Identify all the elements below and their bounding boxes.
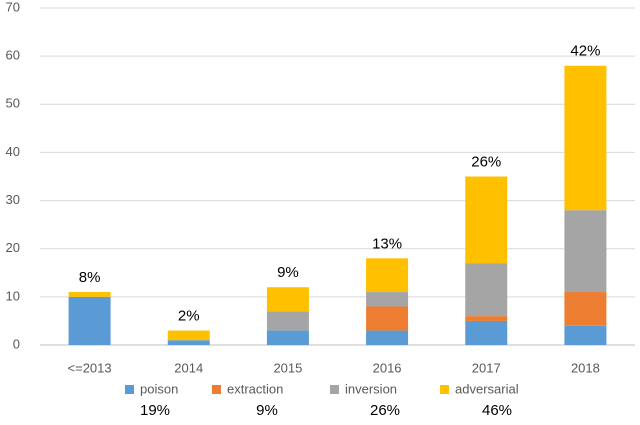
bar-segment — [266, 287, 309, 312]
total-label: 26% — [471, 153, 501, 170]
x-tick-label: <=2013 — [68, 360, 112, 375]
bar-segment — [266, 311, 309, 331]
bar-segment — [68, 292, 111, 297]
y-tick-label: 50 — [6, 96, 20, 111]
bar-segment — [564, 65, 607, 211]
bar-segment — [366, 306, 409, 331]
bar-segment — [266, 330, 309, 345]
bar-segment — [366, 292, 409, 307]
legend-label: adversarial — [455, 381, 519, 396]
x-tick-label: 2016 — [373, 360, 402, 375]
bar-segment — [68, 296, 111, 345]
y-tick-label: 10 — [6, 288, 20, 303]
y-tick-label: 60 — [6, 48, 20, 63]
share-label: 9% — [256, 402, 278, 419]
x-tick-label: 2015 — [273, 360, 302, 375]
total-label: 9% — [277, 264, 299, 281]
bar-segment — [167, 340, 210, 345]
share-label: 26% — [370, 402, 400, 419]
total-label: 13% — [372, 235, 402, 252]
legend-swatch — [212, 385, 221, 394]
legend-swatch — [330, 385, 339, 394]
bar-segment — [465, 176, 508, 264]
bar-segment — [564, 292, 607, 326]
total-label: 8% — [79, 269, 101, 286]
total-label: 42% — [570, 43, 600, 60]
bar-segment — [465, 316, 508, 321]
y-tick-label: 30 — [6, 192, 20, 207]
legend-label: poison — [140, 381, 178, 396]
bar-segment — [366, 330, 409, 345]
total-label: 2% — [178, 308, 200, 325]
legend-label: extraction — [227, 381, 283, 396]
legend-swatch — [125, 385, 134, 394]
share-label: 46% — [482, 402, 512, 419]
bar-segment — [167, 330, 210, 341]
bar-segment — [564, 210, 607, 293]
y-tick-label: 0 — [13, 336, 20, 351]
bar-segment — [465, 263, 508, 317]
y-tick-label: 20 — [6, 240, 20, 255]
share-label: 19% — [140, 402, 170, 419]
legend-swatch — [440, 385, 449, 394]
y-tick-label: 40 — [6, 144, 20, 159]
bar-segment — [465, 320, 508, 345]
x-tick-label: 2018 — [571, 360, 600, 375]
bar-segment — [366, 258, 409, 293]
bar-segment — [564, 325, 607, 345]
y-tick-label: 70 — [6, 0, 20, 14]
legend-label: inversion — [345, 381, 397, 396]
x-tick-label: 2014 — [174, 360, 203, 375]
x-tick-label: 2017 — [472, 360, 501, 375]
